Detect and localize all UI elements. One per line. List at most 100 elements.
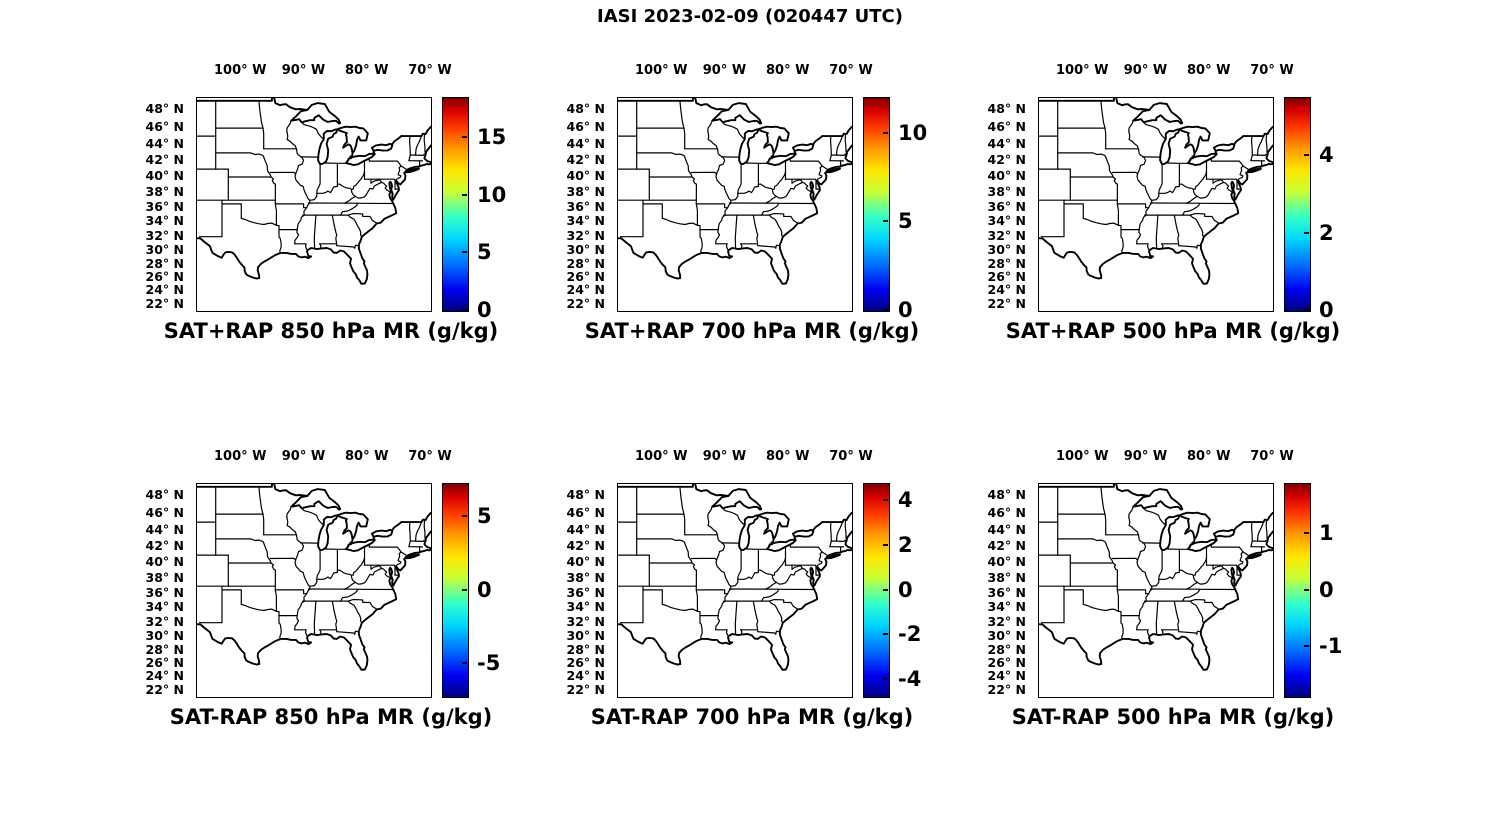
state-border <box>258 100 265 150</box>
lat-tick-label: 34° N <box>987 599 1026 615</box>
state-border <box>642 589 663 605</box>
lat-tick-label: 38° N <box>566 569 605 585</box>
state-border <box>789 158 819 162</box>
state-border <box>707 516 732 631</box>
state-border <box>1063 589 1084 605</box>
state-border <box>269 557 297 561</box>
lat-tick-label: 40° N <box>566 168 605 184</box>
coastline <box>738 514 760 552</box>
colorbar-tick <box>462 251 467 254</box>
state-border <box>835 135 844 156</box>
coastline <box>391 521 403 532</box>
lat-tick-label: 30° N <box>566 627 605 643</box>
state-border <box>684 156 697 185</box>
colorbar-tick-label: 5 <box>477 240 492 265</box>
lat-tick-label: 34° N <box>145 213 184 229</box>
coastline <box>618 162 852 285</box>
coastline <box>738 128 760 166</box>
lat-tick-label: 28° N <box>566 641 605 657</box>
state-border <box>1128 506 1134 518</box>
state-border <box>1173 214 1180 247</box>
state-border <box>771 188 777 197</box>
state-border <box>761 202 779 216</box>
lat-tick-label: 26° N <box>566 269 605 285</box>
state-border <box>408 135 411 162</box>
coastline <box>336 511 369 541</box>
lat-tick-label: 42° N <box>145 538 184 554</box>
coastline <box>1159 128 1181 166</box>
coastline <box>404 167 420 174</box>
lat-tick-label: 38° N <box>145 183 184 199</box>
lon-tick-label: 70° W <box>829 63 873 78</box>
us-map <box>1039 98 1273 285</box>
colorbar-tick-label: -4 <box>898 667 922 692</box>
coastline <box>1233 135 1245 146</box>
lat-tick-label: 40° N <box>987 168 1026 184</box>
map-axes <box>1038 483 1274 698</box>
state-border <box>1040 199 1065 238</box>
coastline <box>391 135 403 146</box>
lon-tick-label: 90° W <box>1123 63 1168 78</box>
lat-tick-label: 46° N <box>987 118 1026 134</box>
lon-tick-label: 80° W <box>1187 63 1231 78</box>
lat-tick-label: 26° N <box>987 655 1026 671</box>
lon-tick-label: 80° W <box>1187 449 1231 464</box>
lat-tick-label: 46° N <box>987 504 1026 520</box>
state-border <box>1242 165 1249 170</box>
state-border <box>240 217 277 226</box>
coastline <box>1039 484 1151 497</box>
state-border <box>198 585 223 624</box>
state-border <box>215 152 265 158</box>
colorbar-tick <box>1304 154 1309 157</box>
state-border <box>393 564 400 576</box>
coastline <box>765 538 797 553</box>
colorbar-tick <box>462 588 467 591</box>
state-border <box>1210 544 1240 548</box>
state-border <box>347 214 363 238</box>
coastline <box>825 553 841 560</box>
colorbar-tick <box>1304 231 1309 234</box>
state-border <box>1116 203 1119 226</box>
lon-tick-label: 70° W <box>1250 449 1294 464</box>
colorbar-tick-label: 5 <box>477 503 492 528</box>
state-border <box>368 158 398 162</box>
lon-tick-label: 100° W <box>214 63 267 78</box>
state-border <box>695 203 698 226</box>
lat-tick-label: 24° N <box>987 668 1026 684</box>
state-border <box>789 544 819 548</box>
state-border <box>336 630 360 635</box>
state-border <box>801 181 813 194</box>
state-border <box>1105 542 1118 571</box>
state-border <box>395 160 402 181</box>
colorbar-tick-label: 10 <box>898 120 928 145</box>
state-border <box>274 589 308 595</box>
coastline <box>821 125 852 138</box>
panel-title: SAT+RAP 850 hPa MR (g/kg) <box>163 319 499 343</box>
state-border <box>380 181 392 194</box>
state-border <box>240 603 277 612</box>
state-border <box>768 214 784 238</box>
state-border <box>771 574 777 583</box>
coastline <box>1242 511 1273 524</box>
state-border <box>1155 600 1159 635</box>
state-border <box>752 214 759 247</box>
state-border <box>715 243 729 250</box>
lat-tick-label: 40° N <box>566 554 605 570</box>
state-border <box>722 121 746 140</box>
lat-tick-label: 30° N <box>987 241 1026 257</box>
coastline <box>290 102 342 125</box>
colorbar-tick <box>883 498 888 501</box>
colorbar-tick <box>1304 588 1309 591</box>
lat-tick-label: 22° N <box>566 681 605 697</box>
coastline <box>1178 125 1211 155</box>
colorbar-gradient <box>1284 483 1311 698</box>
state-border <box>331 214 338 247</box>
state-border <box>707 130 732 245</box>
coastline <box>370 528 394 538</box>
lat-tick-label: 40° N <box>145 554 184 570</box>
state-border <box>1116 589 1119 612</box>
state-border <box>263 156 276 185</box>
state-border <box>764 181 804 204</box>
lat-tick-label: 22° N <box>987 681 1026 697</box>
